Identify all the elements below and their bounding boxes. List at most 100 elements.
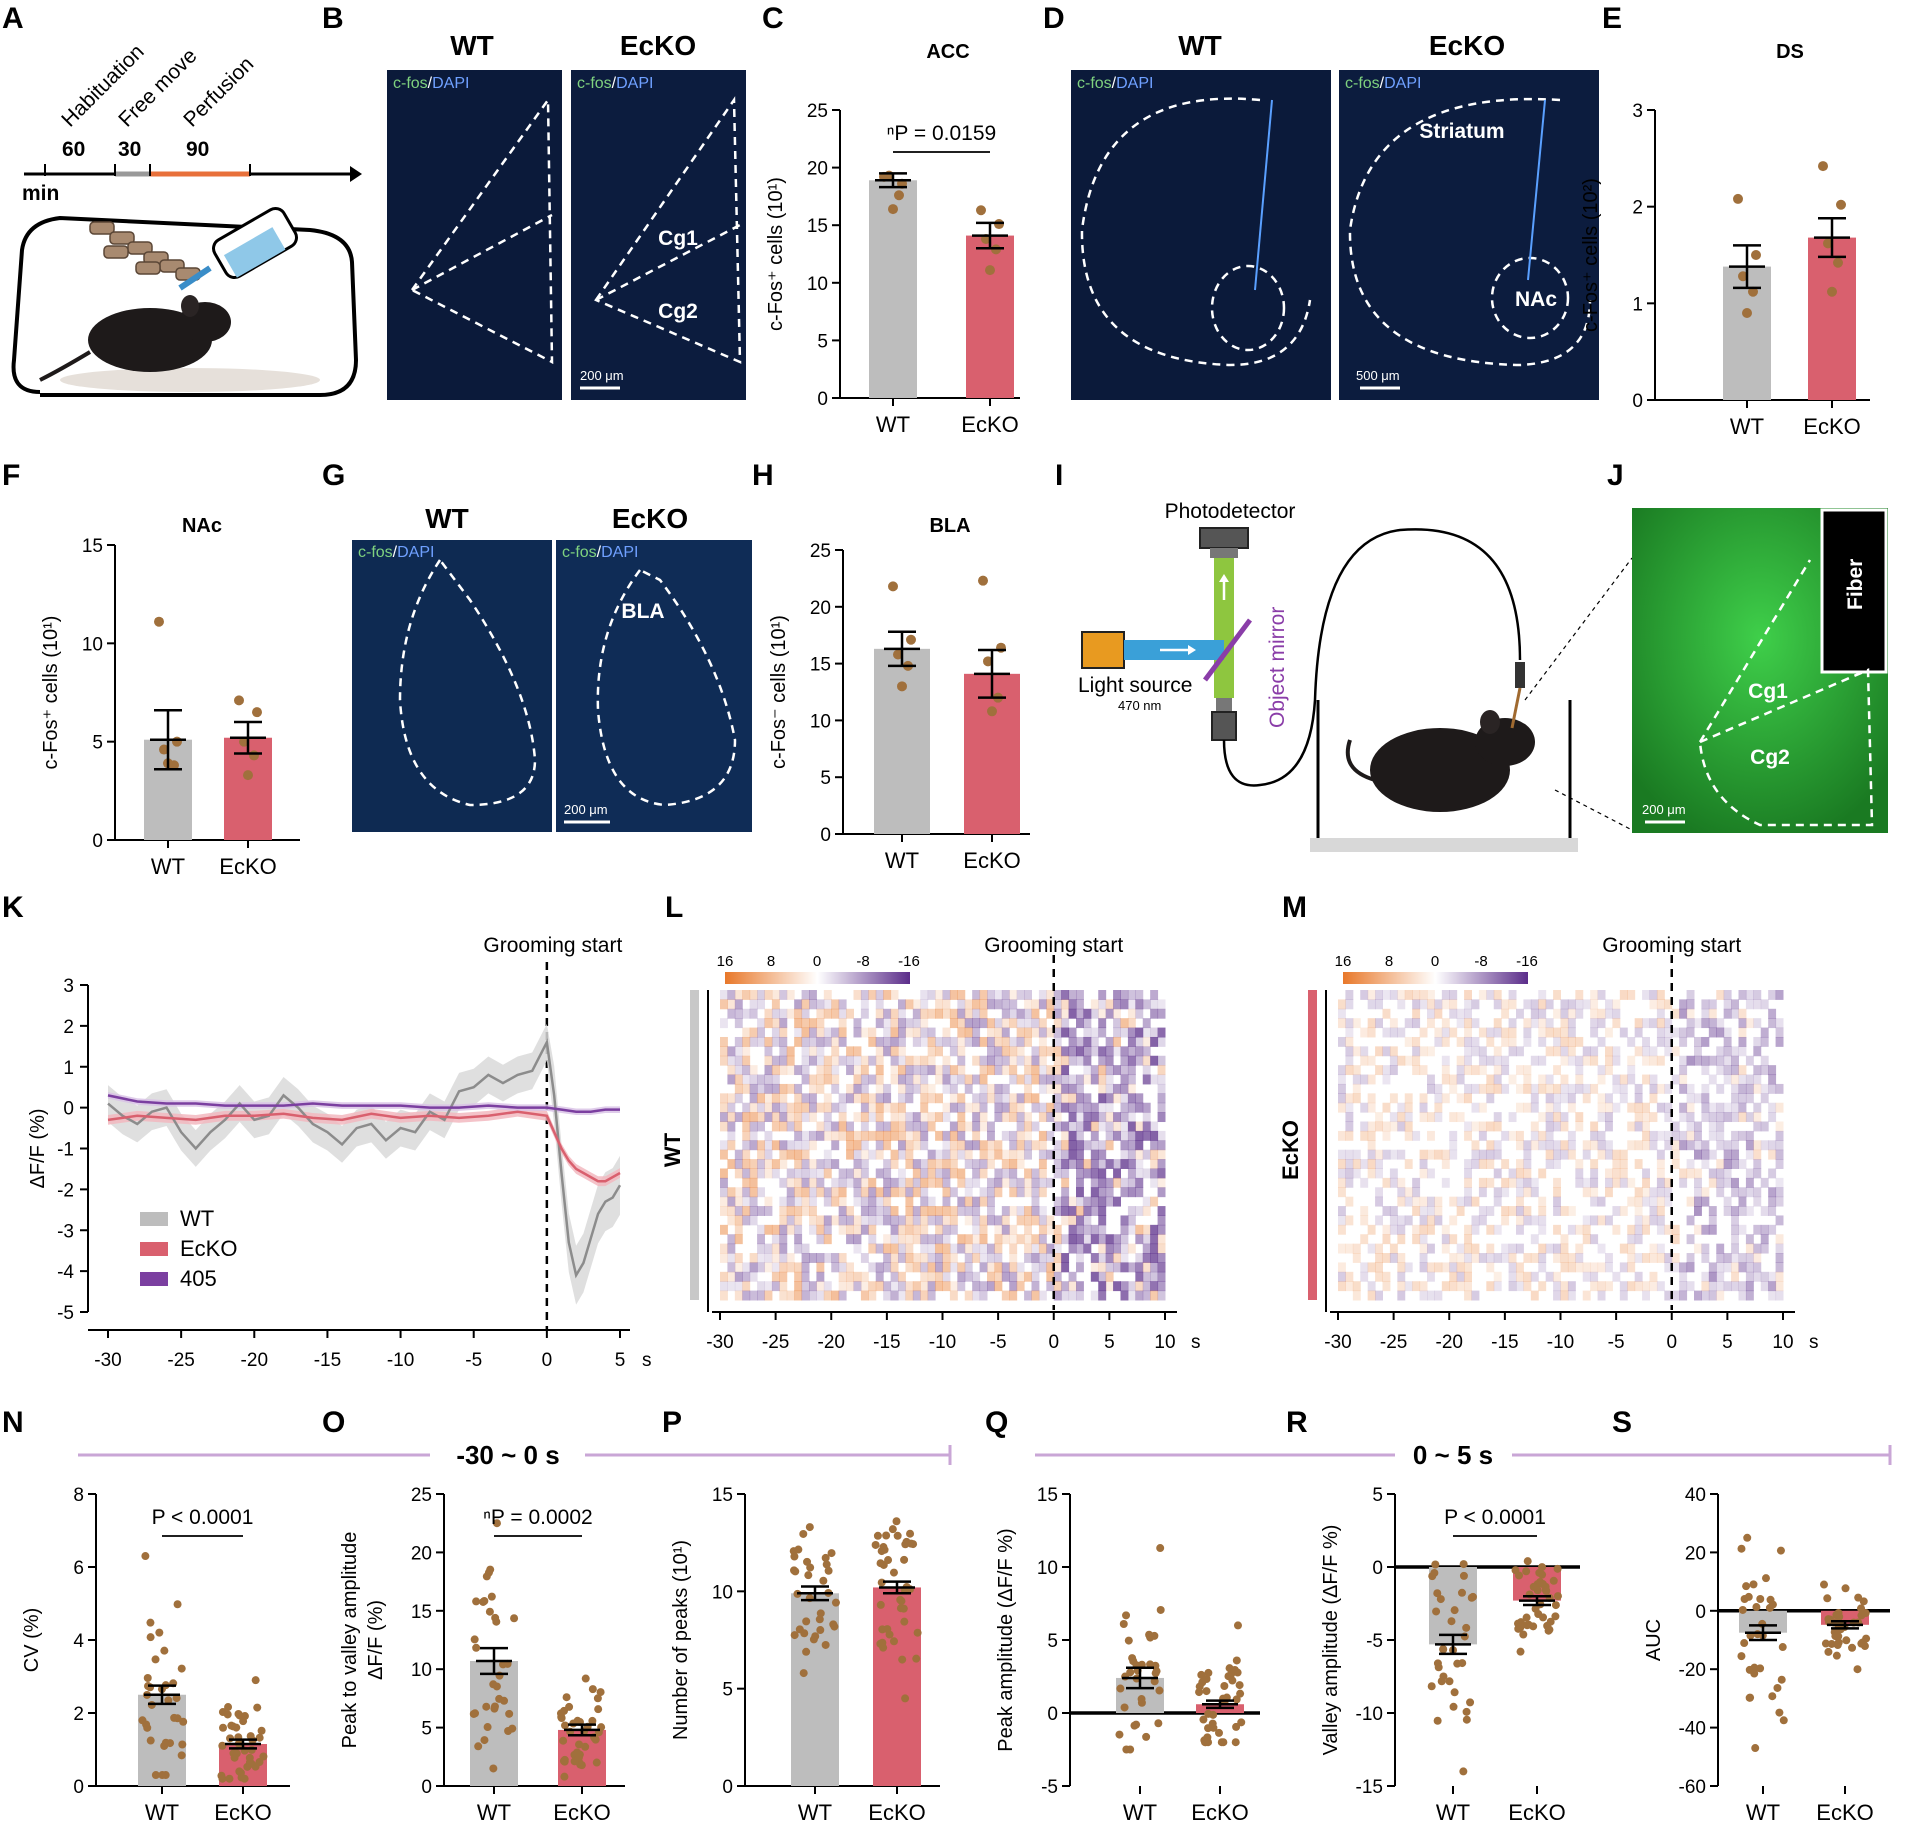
heat-cell [935,1046,943,1057]
heat-cell [764,1093,773,1104]
heat-cell [1686,1159,1695,1169]
heat-cell [838,1008,847,1019]
heat-cell [1486,1083,1495,1094]
heat-cell [972,1290,981,1301]
heat-cell [1157,1083,1166,1094]
heat-cell [1612,1244,1620,1254]
heat-cell [853,1112,862,1123]
heat-cell [912,1121,921,1132]
heat-cell [920,1046,928,1056]
heat-cell [1046,1243,1055,1254]
heat-cell [994,1065,1003,1076]
heat-cell [1561,1215,1569,1225]
heat-cell [942,1234,951,1245]
data-point [160,1646,169,1655]
heat-cell [1090,1140,1099,1151]
heat-cell [1775,1253,1784,1263]
heat-cell [905,1037,913,1047]
heat-cell [1723,1177,1732,1188]
colorbar-tick: 0 [813,953,821,970]
data-point [1779,1716,1788,1725]
heat-cell [964,1027,973,1038]
heat-cell [935,1103,943,1113]
heat-cell [816,1150,824,1160]
heat-cell [1561,1168,1569,1178]
heat-cell [1650,1065,1658,1075]
heat-cell [876,1253,884,1263]
heat-cell [734,1271,743,1282]
heat-cell [1419,1253,1428,1263]
heat-cell [994,1281,1003,1292]
heat-cell [1032,1159,1040,1169]
heat-cell [912,1168,921,1179]
d-ecko-image [1339,70,1599,400]
heat-cell [920,1074,929,1085]
heat-cell [1471,1224,1480,1235]
heat-cell [860,1140,869,1151]
heat-cell [964,1149,973,1160]
heat-cell [1464,1234,1472,1245]
heat-cell [1368,1037,1376,1047]
heat-cell [1397,1206,1405,1216]
heat-cell [868,1074,877,1085]
heat-cell [1575,1140,1583,1150]
heat-cell [860,1008,869,1019]
heat-cell [1501,1197,1509,1207]
data-point [166,1739,175,1748]
data-point [1862,1634,1871,1643]
heat-cell [720,1140,728,1151]
heat-cell [1775,1290,1784,1301]
heat-cell [1538,999,1547,1010]
heat-cell [935,1281,943,1292]
heat-cell [1009,1008,1018,1019]
data-point [1199,1715,1208,1724]
heat-cell [1150,1046,1158,1056]
heat-cell [875,1262,884,1273]
heat-cell [1560,1083,1569,1094]
heat-cell [1434,1036,1443,1047]
heat-cell [905,1009,913,1019]
heat-cell [801,1168,810,1179]
heat-cell [757,1234,765,1245]
heat-cell [905,1272,913,1282]
x-tick-label: 10 [1154,1332,1175,1353]
heat-cell [771,1027,780,1038]
heat-cell [727,1159,736,1169]
heat-cell [1142,1253,1151,1263]
heat-cell [1404,990,1413,1000]
heat-cell [1776,1093,1784,1103]
heat-cell [1768,1065,1777,1076]
heat-cell [1135,1149,1144,1160]
data-point [893,649,903,660]
heat-cell [1768,1281,1777,1292]
data-point [234,1709,243,1718]
heat-cell [935,1271,943,1282]
heat-cell [727,1018,735,1028]
heat-cell [1367,1130,1376,1141]
data-point [1515,1571,1524,1580]
heat-cell [987,1036,995,1047]
data-point [1219,1738,1228,1747]
heat-cell [1061,999,1070,1010]
heat-cell [757,1187,765,1198]
heat-cell [1679,1008,1688,1019]
heat-cell [742,1074,751,1085]
heat-cell [912,1112,921,1123]
heat-cell [771,1243,780,1254]
heat-cell [1605,1244,1613,1254]
heat-cell [1449,1291,1457,1301]
heat-cell [720,1055,728,1066]
heat-cell [1150,1084,1158,1094]
heat-cell [764,1149,773,1160]
heat-cell [1150,1112,1158,1122]
heat-cell [1635,1037,1643,1047]
heat-cell [1464,1177,1472,1188]
heat-cell [1127,1159,1136,1169]
heat-cell [838,1224,847,1235]
heat-cell [771,1253,780,1263]
heat-cell [854,1037,862,1047]
heat-cell [824,1262,832,1272]
heat-cell [1405,1272,1413,1282]
data-point [490,1702,499,1711]
heat-cell [1090,1290,1099,1301]
